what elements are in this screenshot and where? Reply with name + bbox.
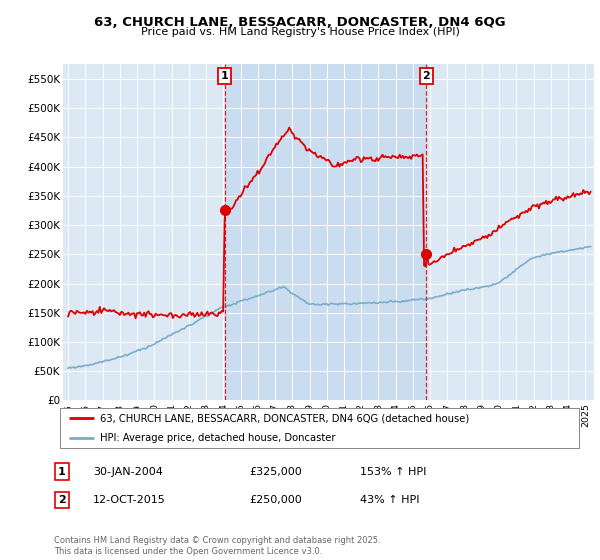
Text: 43% ↑ HPI: 43% ↑ HPI (360, 495, 419, 505)
Text: 30-JAN-2004: 30-JAN-2004 (93, 466, 163, 477)
Text: Contains HM Land Registry data © Crown copyright and database right 2025.
This d: Contains HM Land Registry data © Crown c… (54, 536, 380, 556)
Text: £250,000: £250,000 (249, 495, 302, 505)
Text: £325,000: £325,000 (249, 466, 302, 477)
Text: 63, CHURCH LANE, BESSACARR, DONCASTER, DN4 6QG (detached house): 63, CHURCH LANE, BESSACARR, DONCASTER, D… (100, 413, 470, 423)
Text: 2: 2 (422, 71, 430, 81)
Text: 12-OCT-2015: 12-OCT-2015 (93, 495, 166, 505)
Bar (225, 64, 427, 400)
Text: 1: 1 (58, 466, 65, 477)
Text: 1: 1 (221, 71, 229, 81)
Text: HPI: Average price, detached house, Doncaster: HPI: Average price, detached house, Donc… (100, 432, 336, 442)
Text: 63, CHURCH LANE, BESSACARR, DONCASTER, DN4 6QG: 63, CHURCH LANE, BESSACARR, DONCASTER, D… (94, 16, 506, 29)
Text: Price paid vs. HM Land Registry's House Price Index (HPI): Price paid vs. HM Land Registry's House … (140, 27, 460, 37)
Text: 2: 2 (58, 495, 65, 505)
Text: 153% ↑ HPI: 153% ↑ HPI (360, 466, 427, 477)
